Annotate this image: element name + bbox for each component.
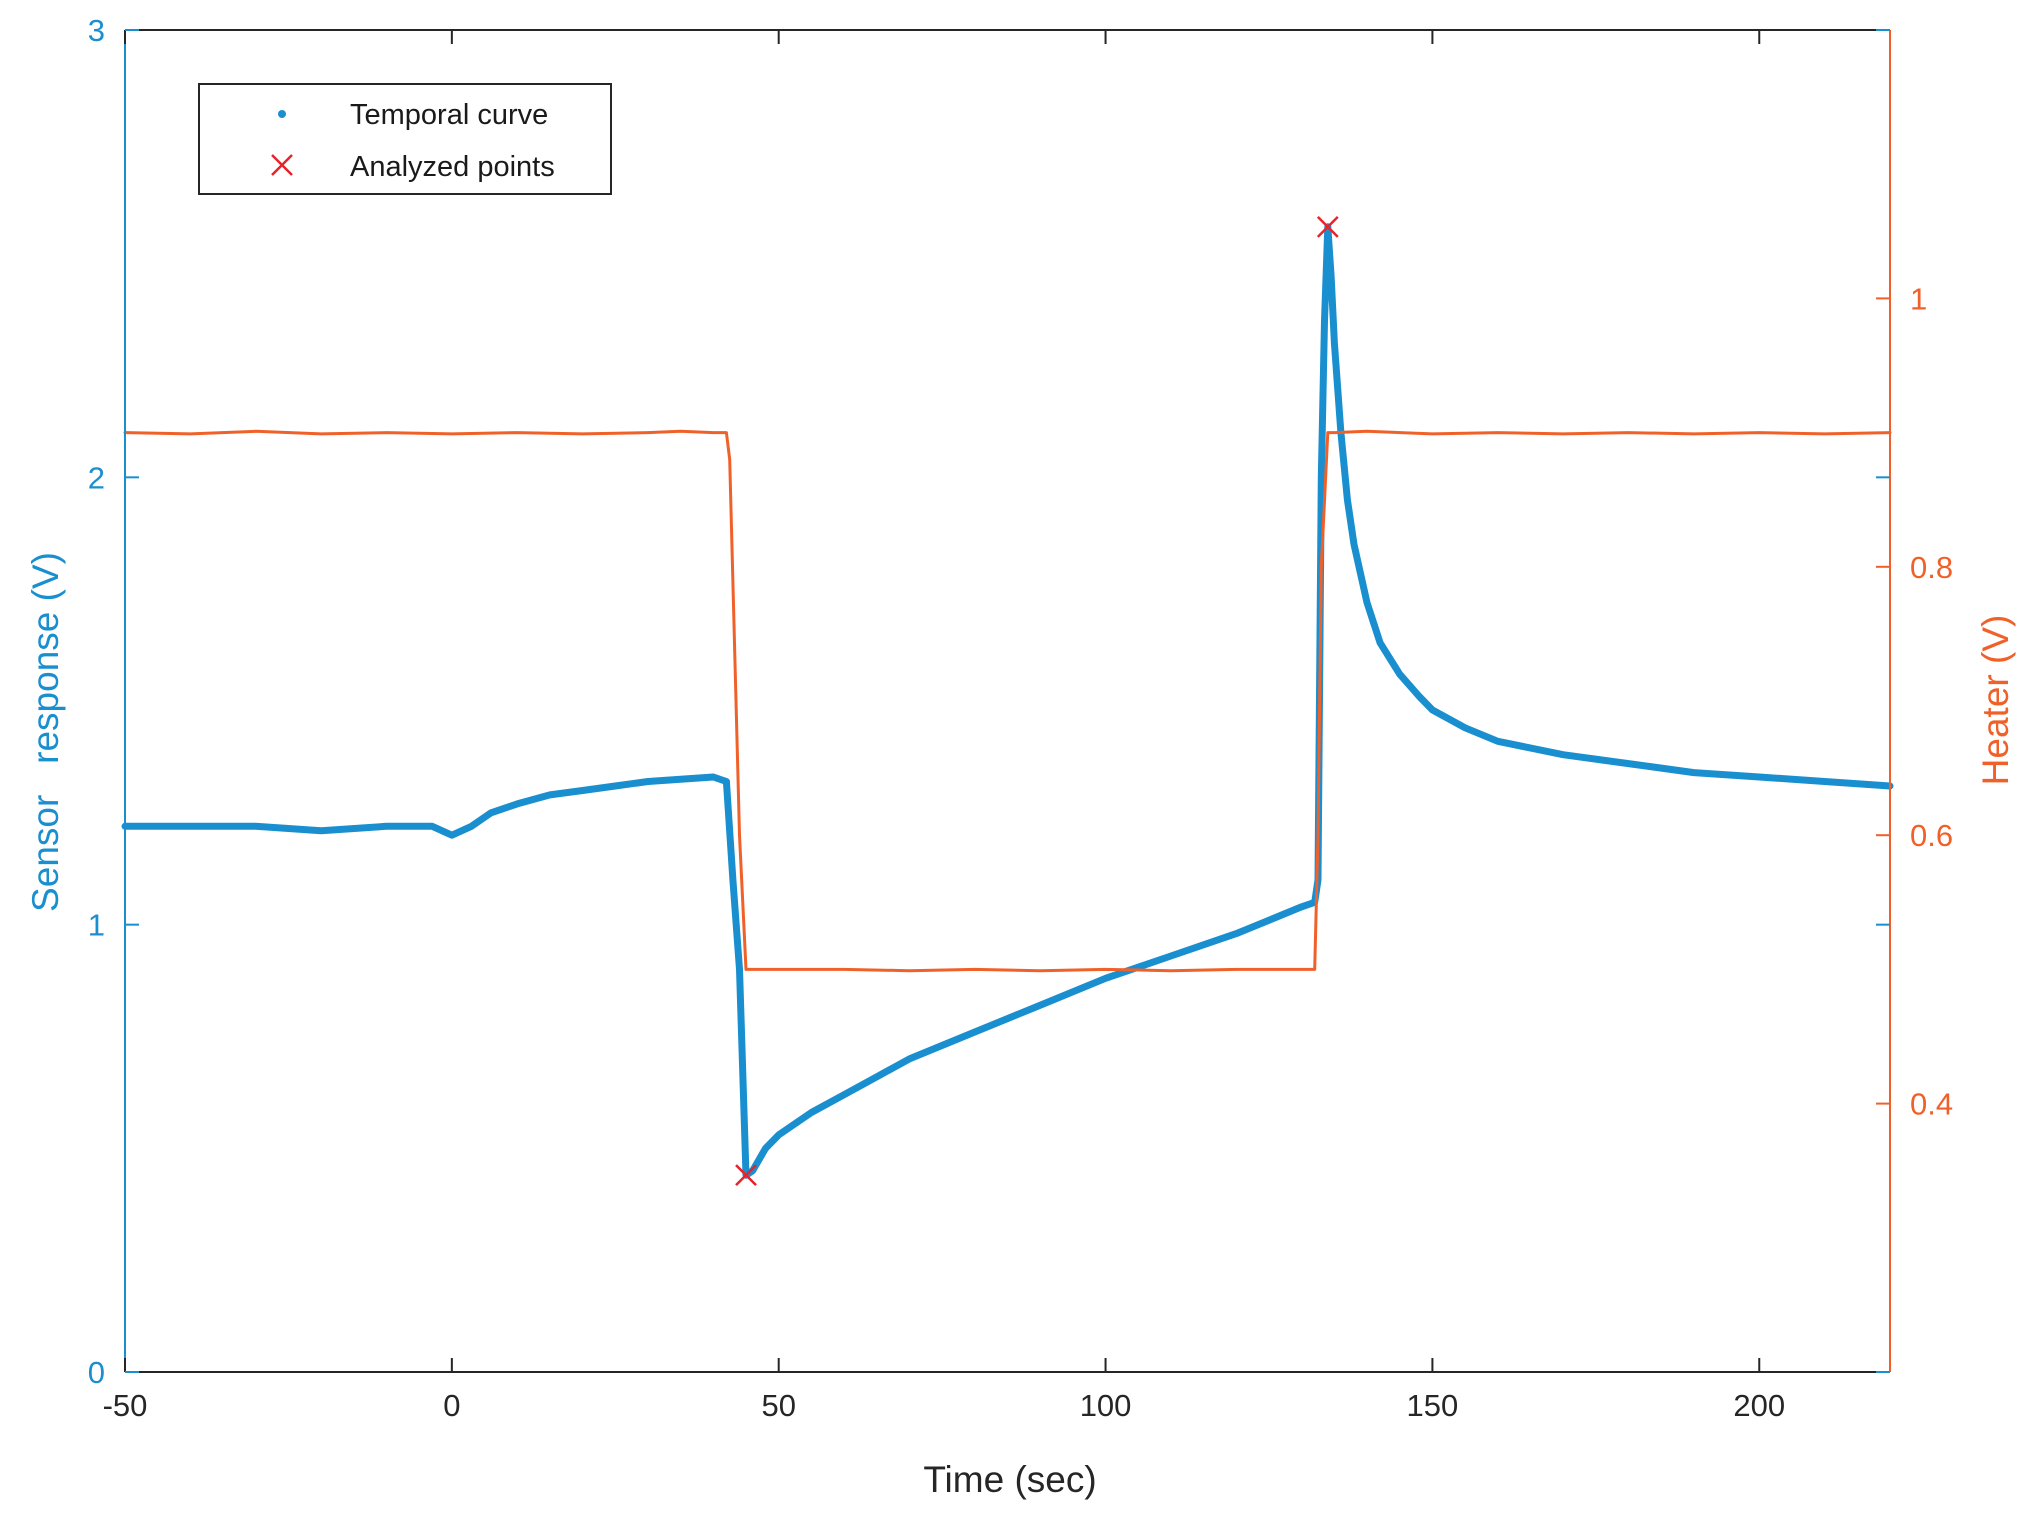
left-y-tick-label: 2 bbox=[88, 460, 105, 495]
right-y-tick-label: 0.8 bbox=[1910, 550, 1953, 585]
analyzed-points-point-stroke bbox=[735, 1164, 757, 1187]
heater-line bbox=[123, 429, 1892, 973]
legend-label-analyzed-points: Analyzed points bbox=[350, 151, 555, 183]
analyzed-points-point-stroke bbox=[1316, 215, 1339, 238]
right-y-axis-title: Heater (V) bbox=[1975, 615, 2016, 786]
plot-area bbox=[125, 30, 1890, 1372]
analyzed-points-point bbox=[735, 1164, 757, 1187]
plot-background bbox=[125, 30, 1890, 1372]
left-y-tick-label: 1 bbox=[88, 908, 105, 943]
left-y-axis-title: Sensor response (V) bbox=[25, 552, 66, 912]
series-layer bbox=[121, 215, 1894, 1187]
x-tick-label: 150 bbox=[1407, 1388, 1459, 1423]
legend: Temporal curve Analyzed points bbox=[198, 83, 612, 195]
right-y-tick-label: 0.6 bbox=[1910, 818, 1953, 853]
right-y-tick-label: 0.4 bbox=[1910, 1087, 1953, 1122]
left-y-tick-label: 0 bbox=[88, 1355, 105, 1390]
right-y-tick-label: 1 bbox=[1910, 281, 1927, 316]
left-y-tick-label: 3 bbox=[88, 13, 105, 48]
x-tick-label: 100 bbox=[1080, 1388, 1132, 1423]
x-tick-label: 200 bbox=[1733, 1388, 1785, 1423]
legend-box bbox=[198, 83, 612, 195]
legend-label-temporal-curve: Temporal curve bbox=[350, 99, 548, 131]
legend-marker-temporal-curve bbox=[278, 110, 286, 118]
x-tick-label: 0 bbox=[443, 1388, 460, 1423]
legend-marker-analyzed-points bbox=[271, 154, 293, 176]
x-axis-title: Time (sec) bbox=[923, 1459, 1096, 1500]
temporal-curve-line bbox=[121, 223, 1894, 1179]
x-tick-label: 50 bbox=[761, 1388, 795, 1423]
analyzed-points-point bbox=[1316, 215, 1339, 238]
x-tick-label: -50 bbox=[103, 1388, 148, 1423]
